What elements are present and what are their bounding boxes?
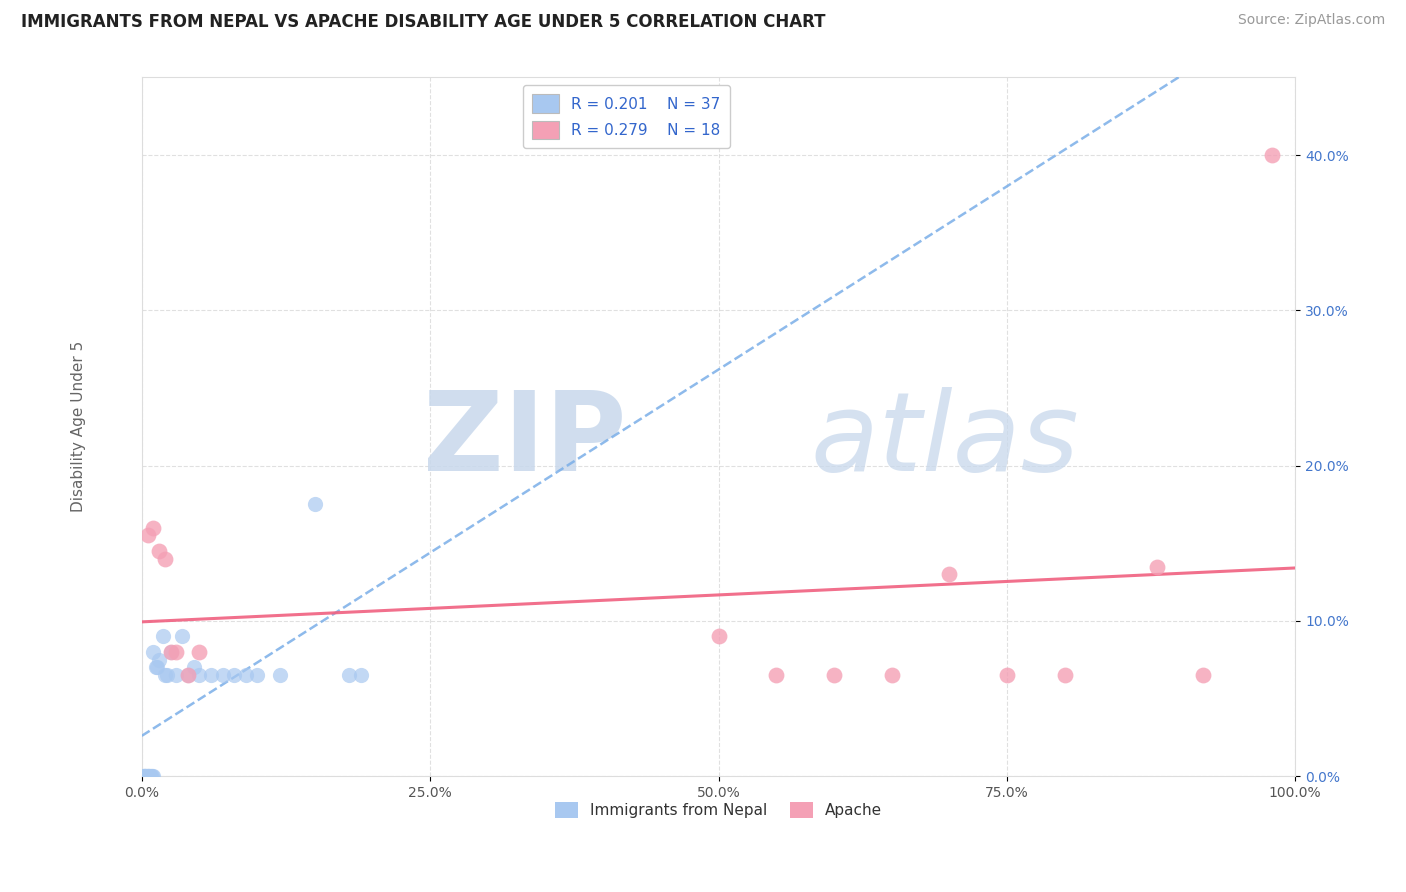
Point: [134, 769, 156, 783]
Point: [139, 769, 162, 783]
Point: [269, 668, 291, 682]
Text: Source: ZipAtlas.com: Source: ZipAtlas.com: [1237, 13, 1385, 28]
Point: [132, 769, 155, 783]
Point: [132, 769, 155, 783]
Y-axis label: Disability Age Under 5: Disability Age Under 5: [72, 341, 86, 512]
Point: [188, 668, 211, 682]
Point: [246, 668, 269, 682]
Point: [142, 769, 165, 783]
Point: [211, 668, 233, 682]
Point: [995, 668, 1018, 682]
Point: [136, 769, 159, 783]
Point: [235, 668, 257, 682]
Point: [304, 498, 326, 512]
Point: [159, 645, 181, 659]
Point: [222, 668, 245, 682]
Point: [880, 668, 903, 682]
Point: [136, 769, 159, 783]
Point: [1192, 668, 1215, 682]
Point: [156, 668, 179, 682]
Text: atlas: atlas: [811, 387, 1080, 494]
Text: IMMIGRANTS FROM NEPAL VS APACHE DISABILITY AGE UNDER 5 CORRELATION CHART: IMMIGRANTS FROM NEPAL VS APACHE DISABILI…: [21, 13, 825, 31]
Point: [136, 528, 159, 542]
Point: [153, 551, 176, 566]
Point: [339, 668, 361, 682]
Point: [135, 769, 157, 783]
Point: [142, 521, 165, 535]
Point: [148, 544, 170, 558]
Point: [152, 629, 174, 643]
Point: [707, 629, 730, 643]
Point: [135, 769, 157, 783]
Point: [146, 660, 169, 674]
Point: [165, 668, 187, 682]
Point: [141, 769, 163, 783]
Point: [183, 660, 205, 674]
Point: [153, 668, 176, 682]
Point: [139, 769, 162, 783]
Point: [159, 645, 181, 659]
Point: [134, 769, 156, 783]
Point: [136, 769, 159, 783]
Point: [188, 645, 211, 659]
Point: [142, 645, 165, 659]
Point: [177, 668, 200, 682]
Point: [1146, 559, 1168, 574]
Point: [172, 629, 194, 643]
Point: [1261, 148, 1284, 162]
Point: [165, 645, 187, 659]
Point: [1053, 668, 1076, 682]
Point: [823, 668, 845, 682]
Point: [350, 668, 373, 682]
Point: [200, 668, 222, 682]
Point: [148, 653, 170, 667]
Point: [145, 660, 167, 674]
Point: [132, 769, 155, 783]
Point: [177, 668, 200, 682]
Point: [765, 668, 787, 682]
Legend: Immigrants from Nepal, Apache: Immigrants from Nepal, Apache: [548, 797, 889, 824]
Point: [138, 769, 160, 783]
Point: [938, 567, 960, 582]
Text: ZIP: ZIP: [423, 387, 626, 494]
